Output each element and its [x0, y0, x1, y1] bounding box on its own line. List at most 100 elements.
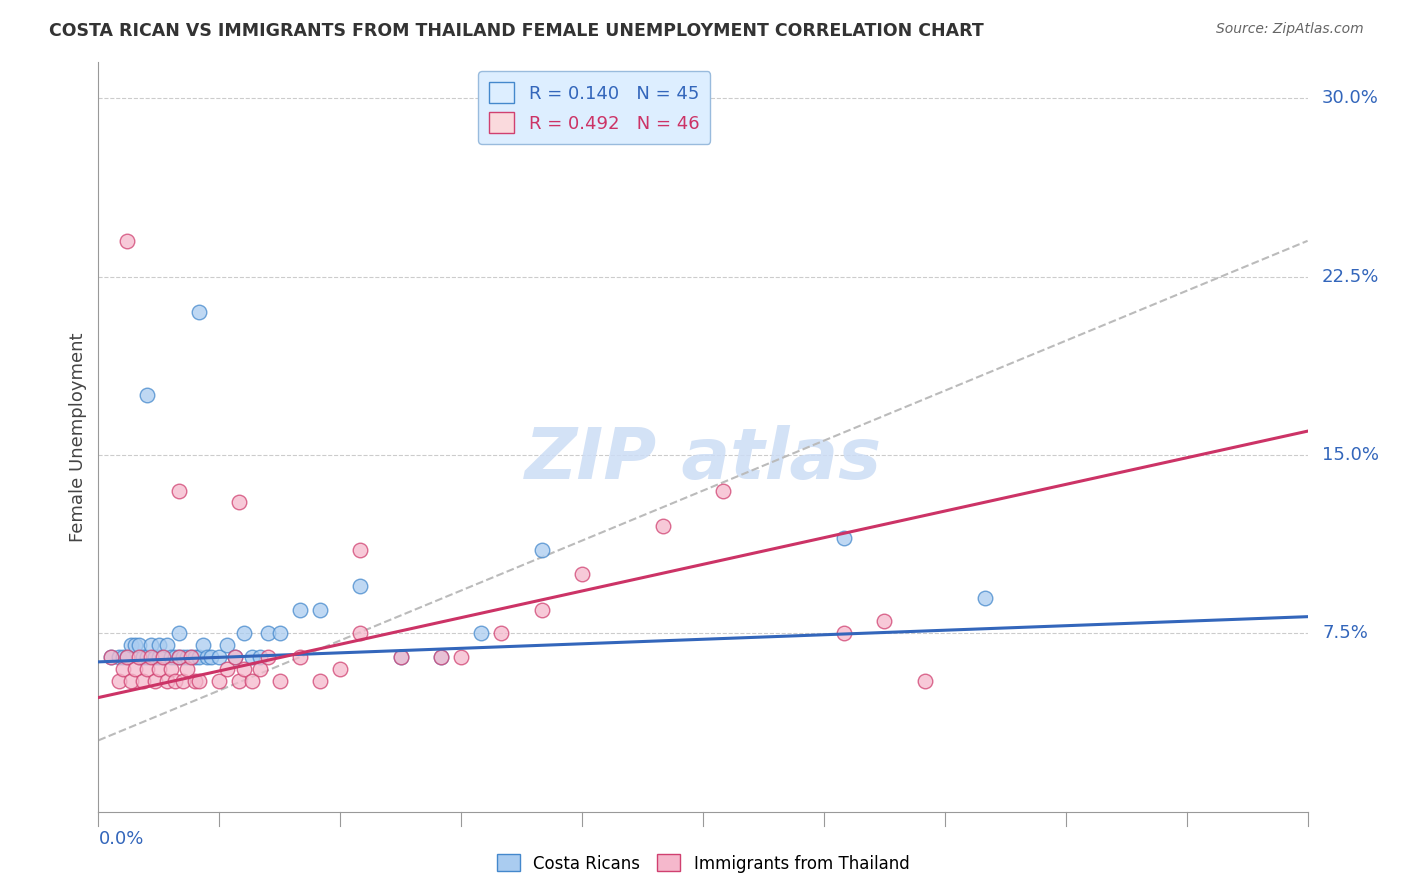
Point: [288, 650, 311, 665]
Point: [571, 566, 593, 581]
Point: [193, 638, 215, 652]
Point: [450, 650, 472, 665]
Point: [148, 638, 170, 652]
Point: [107, 650, 129, 665]
Point: [184, 650, 207, 665]
Point: [873, 615, 896, 629]
Point: [139, 650, 162, 665]
Point: [914, 673, 936, 688]
Point: [389, 650, 412, 665]
Point: [115, 650, 138, 665]
Point: [124, 638, 146, 652]
Point: [349, 626, 371, 640]
Point: [269, 626, 291, 640]
Point: [120, 673, 142, 688]
Point: [148, 662, 170, 676]
Text: 22.5%: 22.5%: [1322, 268, 1379, 285]
Point: [167, 626, 190, 640]
Text: Source: ZipAtlas.com: Source: ZipAtlas.com: [1216, 22, 1364, 37]
Text: 30.0%: 30.0%: [1322, 89, 1379, 107]
Point: [139, 638, 162, 652]
Point: [249, 662, 271, 676]
Point: [152, 650, 174, 665]
Point: [135, 662, 157, 676]
Point: [249, 650, 271, 665]
Point: [160, 650, 183, 665]
Point: [224, 650, 246, 665]
Point: [184, 673, 207, 688]
Point: [188, 305, 211, 319]
Point: [152, 650, 174, 665]
Point: [232, 626, 254, 640]
Point: [100, 650, 122, 665]
Point: [256, 650, 278, 665]
Point: [389, 650, 412, 665]
Point: [143, 673, 166, 688]
Text: 0.0%: 0.0%: [98, 830, 143, 848]
Point: [217, 638, 239, 652]
Point: [228, 495, 250, 509]
Point: [176, 650, 198, 665]
Point: [135, 388, 157, 402]
Point: [208, 650, 231, 665]
Point: [329, 662, 352, 676]
Point: [176, 662, 198, 676]
Point: [167, 483, 190, 498]
Text: 15.0%: 15.0%: [1322, 446, 1379, 464]
Legend: Costa Ricans, Immigrants from Thailand: Costa Ricans, Immigrants from Thailand: [489, 847, 917, 880]
Legend: R = 0.140   N = 45, R = 0.492   N = 46: R = 0.140 N = 45, R = 0.492 N = 46: [478, 71, 710, 144]
Point: [240, 673, 263, 688]
Point: [128, 638, 150, 652]
Point: [100, 650, 122, 665]
Text: ZIP atlas: ZIP atlas: [524, 425, 882, 494]
Point: [167, 650, 190, 665]
Point: [349, 543, 371, 558]
Point: [135, 650, 157, 665]
Point: [491, 626, 513, 640]
Point: [269, 673, 291, 688]
Point: [107, 673, 129, 688]
Point: [228, 673, 250, 688]
Point: [172, 650, 194, 665]
Point: [430, 650, 453, 665]
Point: [120, 638, 142, 652]
Point: [163, 673, 186, 688]
Point: [651, 519, 673, 533]
Y-axis label: Female Unemployment: Female Unemployment: [69, 333, 87, 541]
Point: [188, 673, 211, 688]
Point: [208, 673, 231, 688]
Point: [309, 602, 332, 616]
Point: [172, 673, 194, 688]
Point: [115, 234, 138, 248]
Point: [974, 591, 997, 605]
Point: [132, 673, 155, 688]
Point: [188, 650, 211, 665]
Point: [163, 650, 186, 665]
Point: [232, 662, 254, 676]
Text: COSTA RICAN VS IMMIGRANTS FROM THAILAND FEMALE UNEMPLOYMENT CORRELATION CHART: COSTA RICAN VS IMMIGRANTS FROM THAILAND …: [49, 22, 984, 40]
Point: [224, 650, 246, 665]
Point: [148, 650, 170, 665]
Point: [180, 650, 202, 665]
Point: [128, 650, 150, 665]
Point: [132, 650, 155, 665]
Point: [240, 650, 263, 665]
Point: [167, 650, 190, 665]
Point: [143, 650, 166, 665]
Point: [200, 650, 222, 665]
Point: [832, 626, 855, 640]
Point: [180, 650, 202, 665]
Point: [160, 662, 183, 676]
Point: [530, 602, 553, 616]
Point: [111, 650, 134, 665]
Point: [349, 579, 371, 593]
Point: [124, 662, 146, 676]
Text: 7.5%: 7.5%: [1322, 624, 1368, 642]
Point: [195, 650, 218, 665]
Point: [217, 662, 239, 676]
Point: [128, 650, 150, 665]
Point: [530, 543, 553, 558]
Point: [115, 650, 138, 665]
Point: [288, 602, 311, 616]
Point: [256, 626, 278, 640]
